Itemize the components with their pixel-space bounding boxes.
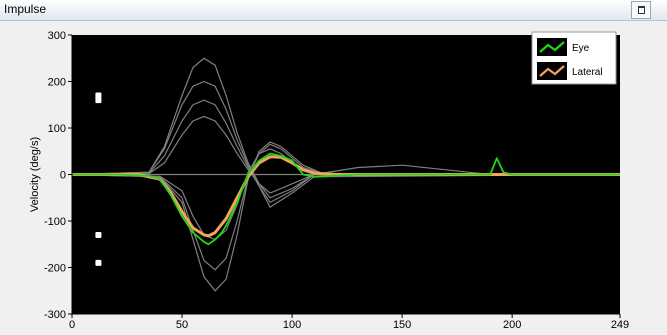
- y-tick-label-6: -300: [44, 309, 66, 321]
- background-trace-4: [71, 99, 621, 208]
- marker-0: [95, 92, 102, 99]
- y-tick-label-5: -200: [44, 263, 66, 275]
- background-trace-5: [71, 115, 620, 194]
- y-tick-label-4: -100: [44, 216, 66, 228]
- y-tick-label-1: 200: [48, 77, 66, 89]
- title-bar: Impulse: [0, 0, 667, 21]
- x-tick-label-5: 249: [611, 319, 629, 331]
- window-title: Impulse: [4, 2, 47, 16]
- x-tick-label-1: 50: [176, 319, 188, 331]
- marker-2: [95, 231, 102, 238]
- y-axis-label: Velocity (deg/s): [29, 137, 41, 212]
- legend: Eye Lateral: [531, 31, 617, 85]
- background-trace-7: [71, 143, 620, 271]
- y-tick-label-3: 0: [60, 170, 66, 182]
- restore-button[interactable]: [631, 1, 651, 19]
- x-tick-label-3: 150: [393, 319, 411, 331]
- marker-1: [95, 97, 102, 104]
- restore-icon: [638, 6, 645, 14]
- x-tick-label-0: 0: [69, 319, 75, 331]
- legend-line-lateral: [539, 65, 565, 77]
- legend-label-lateral: Lateral: [572, 67, 603, 78]
- x-tick-label-4: 200: [503, 319, 521, 331]
- legend-line-eye: [539, 41, 565, 53]
- background-trace-2: [71, 57, 620, 199]
- background-trace-3: [71, 80, 620, 204]
- series-lateral: [72, 155, 620, 238]
- y-tick-label-2: 100: [48, 123, 66, 135]
- legend-label-eye: Eye: [572, 43, 590, 54]
- x-tick-label-2: 100: [283, 319, 301, 331]
- series-eye: [72, 152, 620, 246]
- y-tick-label-0: 300: [48, 30, 66, 42]
- marker-3: [95, 259, 102, 266]
